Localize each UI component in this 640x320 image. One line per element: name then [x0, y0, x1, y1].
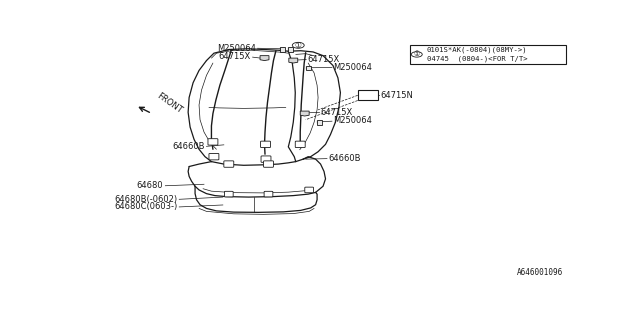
- FancyBboxPatch shape: [305, 187, 314, 193]
- Text: 64660B: 64660B: [328, 154, 360, 163]
- Text: 64715X: 64715X: [307, 55, 339, 64]
- Bar: [317, 120, 322, 124]
- FancyBboxPatch shape: [261, 156, 271, 162]
- Bar: [280, 47, 285, 52]
- Polygon shape: [300, 111, 309, 116]
- FancyBboxPatch shape: [260, 141, 271, 148]
- Circle shape: [412, 52, 422, 57]
- Bar: [288, 47, 293, 52]
- FancyBboxPatch shape: [209, 154, 219, 160]
- Text: M250064: M250064: [333, 63, 372, 72]
- Text: 64715X: 64715X: [321, 108, 353, 117]
- Text: 64715N: 64715N: [381, 91, 413, 100]
- Bar: [306, 66, 311, 70]
- Text: 64680C(0603-): 64680C(0603-): [114, 203, 177, 212]
- Text: 64660B: 64660B: [173, 142, 205, 151]
- Text: 64680: 64680: [137, 181, 163, 190]
- FancyBboxPatch shape: [208, 139, 218, 145]
- Text: 0101S*AK(-0804)(08MY->): 0101S*AK(-0804)(08MY->): [427, 46, 527, 53]
- Text: 64680B(-0602): 64680B(-0602): [114, 195, 177, 204]
- Text: ①: ①: [413, 52, 420, 57]
- Circle shape: [292, 42, 304, 48]
- Text: A646001096: A646001096: [517, 268, 564, 277]
- Polygon shape: [260, 56, 269, 60]
- FancyBboxPatch shape: [295, 141, 305, 148]
- FancyBboxPatch shape: [225, 191, 233, 197]
- Text: ①: ①: [295, 41, 301, 50]
- Text: 64715X: 64715X: [219, 52, 251, 61]
- FancyBboxPatch shape: [264, 191, 273, 197]
- Text: M250064: M250064: [217, 44, 256, 53]
- Text: M250064: M250064: [333, 116, 372, 125]
- Text: 04745  (0804-)<FOR T/T>: 04745 (0804-)<FOR T/T>: [427, 56, 527, 62]
- Bar: [410, 44, 566, 64]
- Polygon shape: [289, 58, 298, 63]
- FancyBboxPatch shape: [224, 161, 234, 167]
- Text: FRONT: FRONT: [156, 91, 184, 115]
- FancyBboxPatch shape: [264, 161, 273, 167]
- Bar: [358, 90, 378, 100]
